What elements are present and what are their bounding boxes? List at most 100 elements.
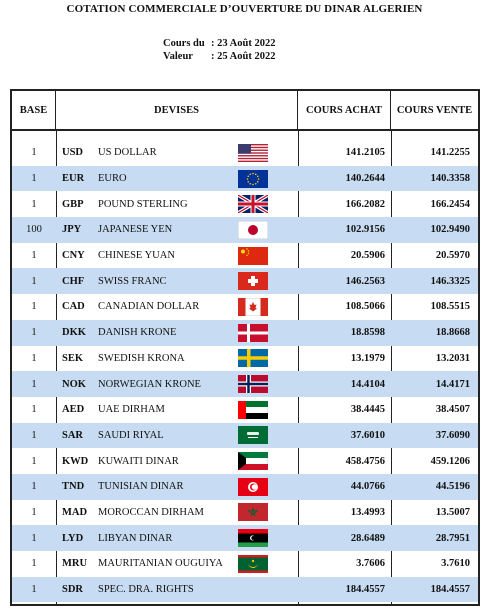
header-achat: COURS ACHAT bbox=[298, 91, 391, 129]
saudi-flag-icon bbox=[238, 426, 268, 445]
currency-code: CHF bbox=[62, 275, 85, 287]
buy-rate: 141.2105 bbox=[345, 147, 385, 159]
table-row: 1 NOK NORWEGIAN KRONE 14.4104 14.4171 bbox=[12, 371, 478, 397]
flag-cell bbox=[236, 452, 298, 471]
flag-cell bbox=[236, 375, 298, 394]
table-row: 1 CHF SWISS FRANC 146.2563 146.3325 bbox=[12, 268, 478, 295]
eu-flag-icon bbox=[238, 169, 268, 188]
currency-name: CHINESE YUAN bbox=[98, 250, 175, 262]
canada-flag-icon bbox=[238, 297, 268, 316]
japan-flag-icon bbox=[238, 220, 268, 239]
sell-rate: 28.7951 bbox=[435, 532, 470, 544]
flag-cell bbox=[236, 297, 298, 316]
sell-rate: 44.5196 bbox=[435, 481, 470, 493]
header-devises: DEVISES bbox=[56, 91, 298, 129]
mauritania-flag-icon bbox=[238, 554, 268, 573]
flag-cell bbox=[236, 195, 298, 214]
currency-name: MAURITANIAN OUGUIYA bbox=[98, 558, 223, 570]
sell-rate: 38.4507 bbox=[435, 404, 470, 416]
buy-rate: 38.4445 bbox=[350, 404, 385, 416]
morocco-flag-icon bbox=[238, 503, 268, 522]
currency-name: CANADIAN DOLLAR bbox=[98, 301, 200, 313]
currency-name: POUND STERLING bbox=[98, 198, 188, 210]
sell-rate: 13.5007 bbox=[435, 506, 470, 518]
dates-block: Cours du : 23 Août 2022 Valeur : 25 Août 2… bbox=[163, 37, 275, 63]
denmark-flag-icon bbox=[238, 323, 268, 342]
buy-rate: 20.5906 bbox=[350, 250, 385, 262]
currency-name: NORWEGIAN KRONE bbox=[98, 378, 201, 390]
valeur-label: Valeur bbox=[163, 51, 193, 62]
uk-flag-icon bbox=[238, 195, 268, 214]
buy-rate: 166.2082 bbox=[345, 198, 385, 210]
sell-rate: 184.4557 bbox=[430, 584, 470, 596]
sell-rate: 13.2031 bbox=[435, 352, 470, 364]
base-cell: 1 bbox=[31, 429, 37, 441]
base-cell: 1 bbox=[31, 301, 37, 313]
currency-code: MAD bbox=[62, 506, 88, 518]
china-flag-icon bbox=[238, 246, 268, 265]
currency-code: DKK bbox=[62, 327, 86, 339]
sell-rate: 108.5515 bbox=[430, 301, 470, 313]
sell-rate: 3.7610 bbox=[441, 558, 470, 570]
buy-rate: 18.8598 bbox=[350, 327, 385, 339]
currency-code: JPY bbox=[62, 224, 82, 236]
currency-code: GBP bbox=[62, 198, 84, 210]
table-row: 1 CAD CANADIAN DOLLAR 108.5066 108.5515 bbox=[12, 294, 478, 320]
flag-cell bbox=[236, 323, 298, 342]
sell-rate: 102.9490 bbox=[430, 224, 470, 236]
sell-rate: 37.6090 bbox=[435, 429, 470, 441]
table-row: 1 SDR SPEC. DRA. RIGHTS 184.4557 184.4557 bbox=[12, 576, 478, 603]
table-row: 1 MAD MOROCCAN DIRHAM 13.4993 13.5007 bbox=[12, 500, 478, 526]
sell-rate: 14.4171 bbox=[435, 378, 470, 390]
currency-code: SAR bbox=[62, 429, 84, 441]
sell-rate: 18.8668 bbox=[435, 327, 470, 339]
table-row: 1 MRU MAURITANIAN OUGUIYA 3.7606 3.7610 bbox=[12, 551, 478, 577]
cours-label: Cours du bbox=[163, 38, 205, 49]
table-row: 100 JPY JAPANESE YEN 102.9156 102.9490 bbox=[12, 217, 478, 243]
base-cell: 1 bbox=[31, 173, 37, 185]
currency-code: EUR bbox=[62, 173, 85, 185]
buy-rate: 3.7606 bbox=[356, 558, 385, 570]
sweden-flag-icon bbox=[238, 349, 268, 368]
currency-name: DANISH KRONE bbox=[98, 327, 177, 339]
table-row: 1 SEK SWEDISH KRONA 13.1979 13.2031 bbox=[12, 346, 478, 372]
currency-code: MRU bbox=[62, 558, 88, 570]
currency-code: CNY bbox=[62, 250, 85, 262]
base-cell: 1 bbox=[31, 404, 37, 416]
table-row: 1 DKK DANISH KRONE 18.8598 18.8668 bbox=[12, 319, 478, 346]
base-cell: 1 bbox=[31, 558, 37, 570]
buy-rate: 184.4557 bbox=[345, 584, 385, 596]
table-row: 1 CNY CHINESE YUAN 20.5906 20.5970 bbox=[12, 243, 478, 269]
currency-name: MOROCCAN DIRHAM bbox=[98, 506, 204, 518]
currency-name: SWISS FRANC bbox=[98, 275, 167, 287]
valeur-date: : 25 Août 2022 bbox=[211, 51, 276, 62]
currency-code: AED bbox=[62, 404, 85, 416]
sell-rate: 20.5970 bbox=[435, 250, 470, 262]
buy-rate: 13.4993 bbox=[350, 506, 385, 518]
currency-name: EURO bbox=[98, 173, 127, 185]
page-title: COTATION COMMERCIALE D’OUVERTURE DU DINA… bbox=[66, 3, 423, 15]
sell-rate: 166.2454 bbox=[430, 198, 470, 210]
flag-cell bbox=[236, 503, 298, 522]
column-divider bbox=[56, 131, 57, 604]
base-cell: 1 bbox=[31, 455, 37, 467]
currency-name: KUWAITI DINAR bbox=[98, 455, 179, 467]
table-header: BASE DEVISES COURS ACHAT COURS VENTE bbox=[12, 91, 478, 131]
column-divider bbox=[391, 131, 392, 604]
flag-cell bbox=[236, 529, 298, 548]
sell-rate: 146.3325 bbox=[430, 275, 470, 287]
currency-name: SWEDISH KRONA bbox=[98, 352, 185, 364]
buy-rate: 140.2644 bbox=[345, 173, 385, 185]
base-cell: 1 bbox=[31, 584, 37, 596]
cours-date: : 23 Août 2022 bbox=[211, 38, 276, 49]
column-divider bbox=[298, 131, 299, 604]
flag-cell bbox=[236, 349, 298, 368]
flag-cell bbox=[236, 143, 298, 162]
currency-code: USD bbox=[62, 147, 84, 159]
flag-cell bbox=[236, 554, 298, 573]
us-flag-icon bbox=[238, 143, 268, 162]
rates-table: BASE DEVISES COURS ACHAT COURS VENTE 1 US… bbox=[10, 89, 480, 606]
table-body: 1 USD US DOLLAR 141.2105 141.2255 1 EUR EURO 140… bbox=[12, 140, 478, 603]
table-row: 1 KWD KUWAITI DINAR 458.4756 459.1206 bbox=[12, 448, 478, 474]
buy-rate: 146.2563 bbox=[345, 275, 385, 287]
